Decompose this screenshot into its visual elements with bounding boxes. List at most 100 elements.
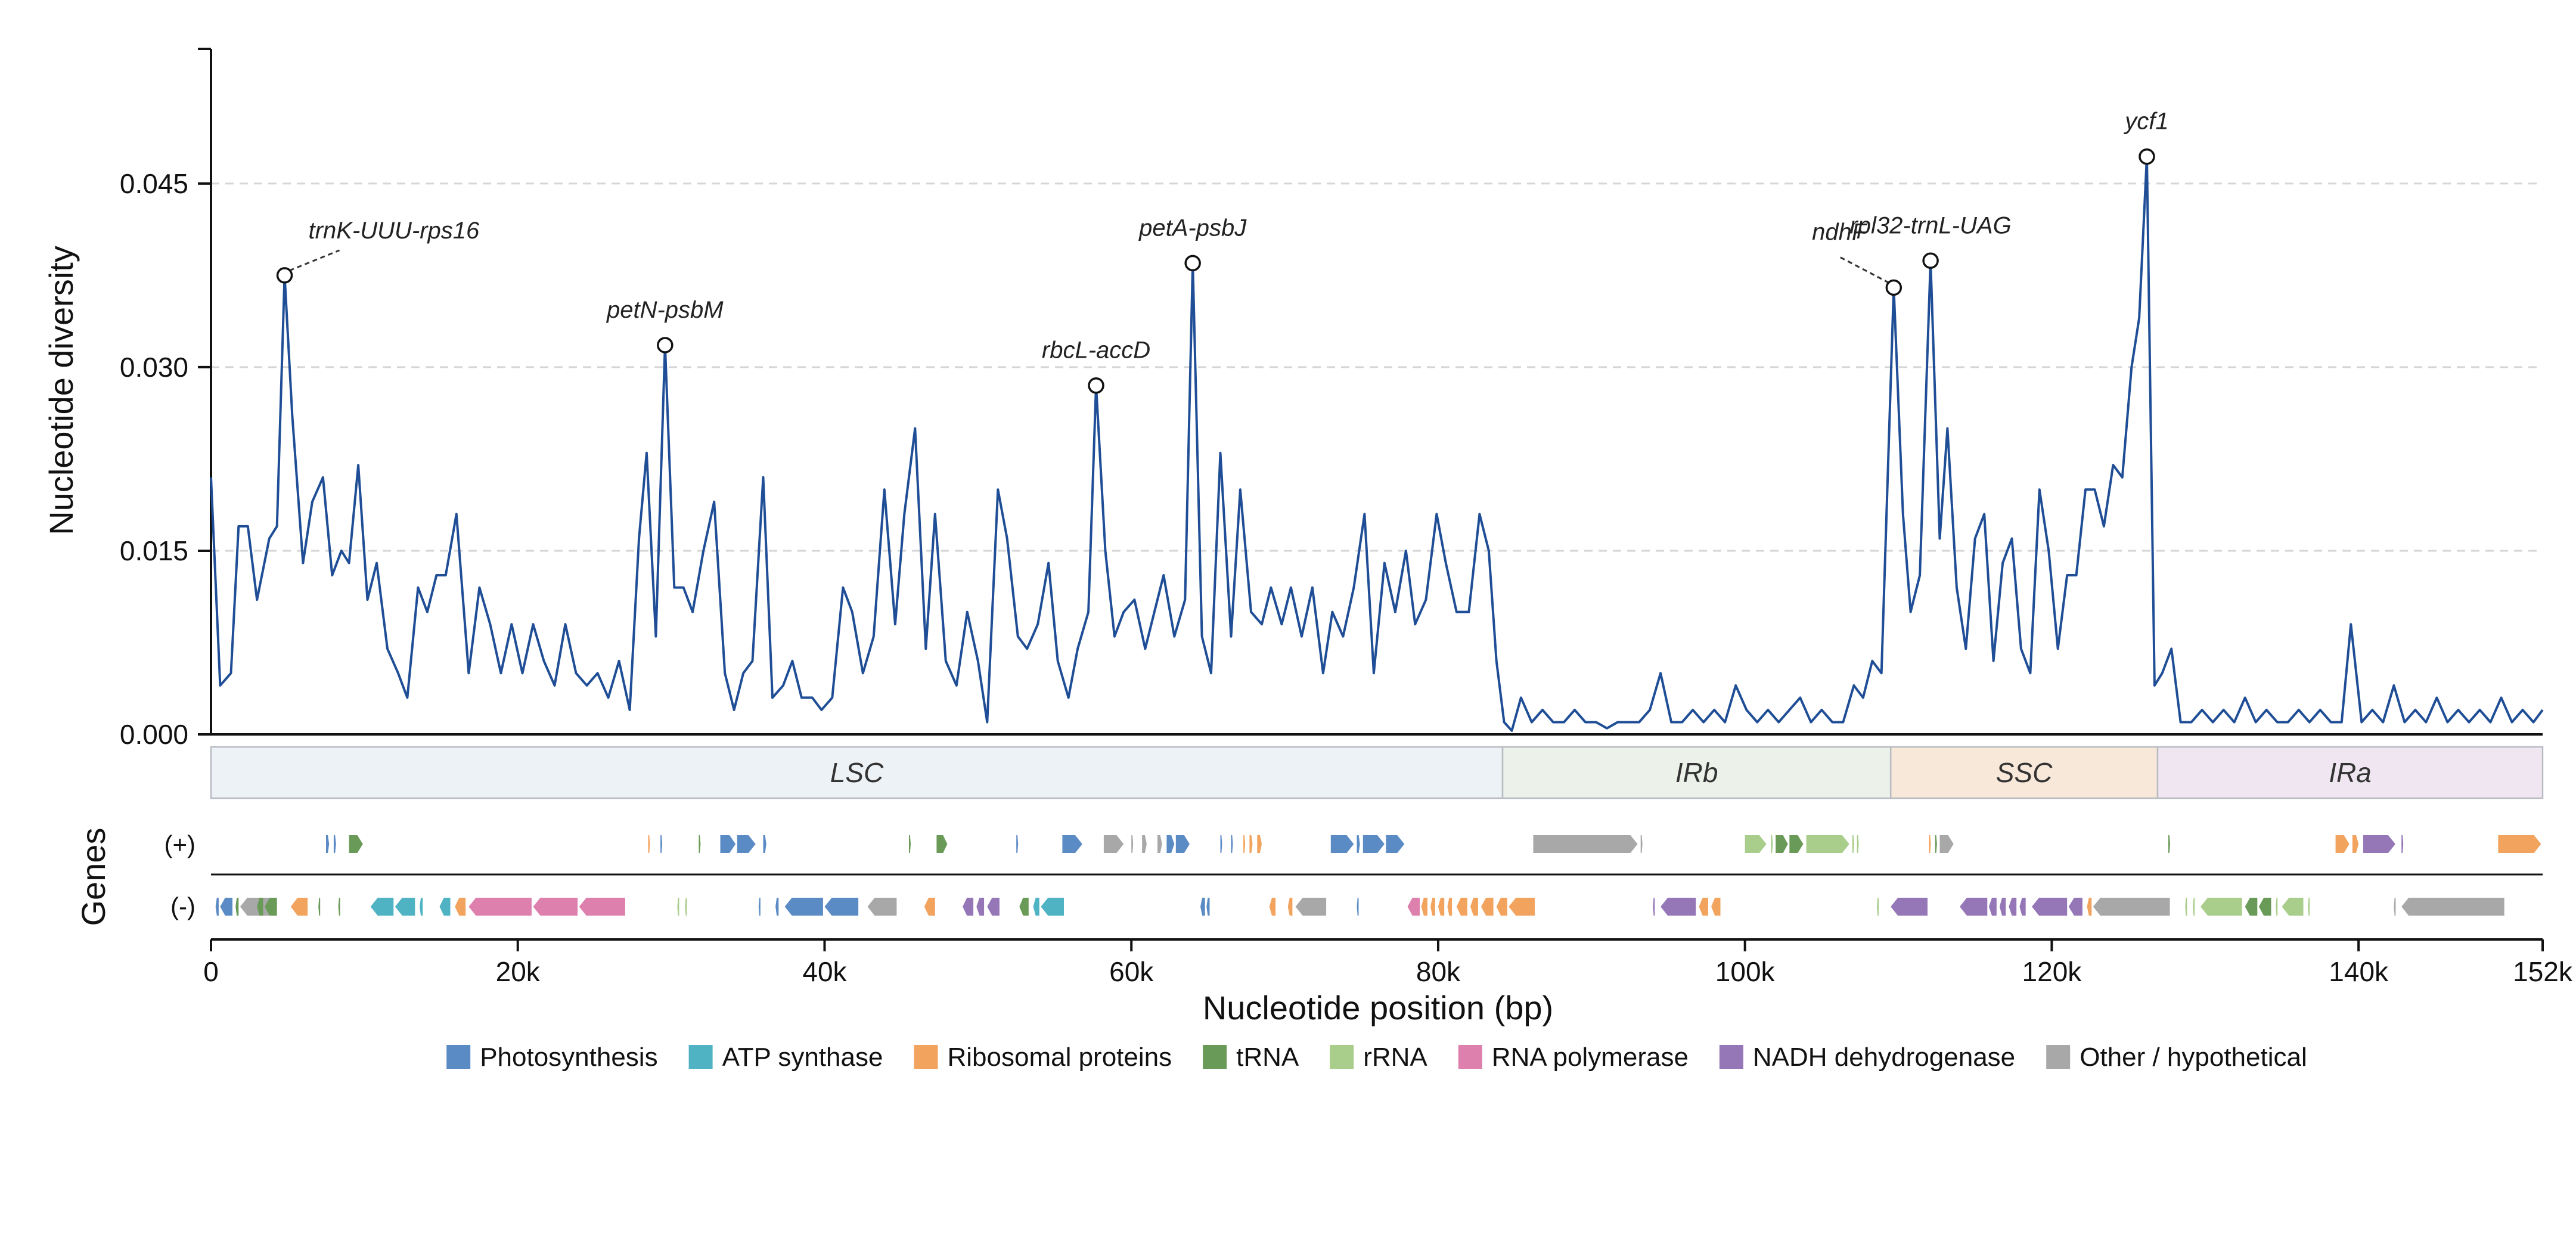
gene-arrow [2245,898,2258,916]
peak-label: ndhF [1812,219,1868,245]
peak-marker [657,337,674,353]
gene-arrow [2335,835,2350,853]
legend-swatch [1330,1045,1354,1069]
peak-marker [1885,279,1902,296]
gene-arrow [1363,835,1385,853]
legend-swatch [2046,1045,2071,1069]
gene-arrow [235,898,239,916]
legend-label: Other / hypothetical [2080,1043,2307,1072]
gene-arrow [468,898,532,916]
gene-arrow [370,898,394,916]
gene-arrow [909,835,911,853]
legend-swatch [1203,1045,1227,1069]
gene-arrow [2087,898,2092,916]
legend-label: rRNA [1363,1043,1427,1072]
gene-arrow [1509,898,1535,916]
gene-arrow [1771,835,1773,853]
gene-arrow [1269,898,1276,916]
peak-label: petA-psbJ [1138,215,1247,241]
x-tick-label: 100k [1715,956,1776,987]
peak-marker [1184,255,1201,272]
peak-annotations: trnK-UUU-rps16 petN-psbM rbcL-accD petA-psb… [276,108,2169,394]
gene-arrow [1789,835,1804,853]
peak-leader-line [1838,256,1890,284]
peak-marker [2139,148,2155,165]
x-tick-label: 120k [2022,956,2082,987]
gene-arrow [1220,835,1222,853]
gene-arrow [758,898,761,916]
gene-arrow [215,898,219,916]
gene-arrow [2352,835,2359,853]
gene-arrow [1357,898,1359,916]
peak-marker [276,267,293,284]
gene-arrow [2394,898,2396,916]
gene-arrow [1041,898,1064,916]
gene-arrow [699,835,701,853]
gene-arrow [1421,898,1427,916]
gene-arrow [2401,835,2404,853]
legend-label: tRNA [1236,1043,1299,1072]
y-tick-label: 0.045 [120,168,188,199]
legend-label: RNA polymerase [1492,1043,1689,1072]
peak-label: rpl32-trnL-UAG [1849,212,2011,238]
gene-arrow [2168,835,2170,853]
gene-arrow [1206,898,1210,916]
strand-label-plus: (+) [165,830,196,858]
peak-label: ycf1 [2123,108,2168,135]
diversity-line [210,155,2544,732]
gene-arrow [685,898,687,916]
gene-arrow [1142,835,1147,853]
gene-arrow [1481,898,1494,916]
gene-arrow [677,898,679,916]
gene-arrow [1496,898,1507,916]
gene-arrow [1857,835,1859,853]
gene-arrow [1330,835,1354,853]
gene-arrow [338,898,340,916]
region-lsc [210,746,1504,799]
gene-arrow [1103,835,1124,853]
peak-label: petN-psbM [606,297,724,323]
gene-arrow [1357,835,1360,853]
x-tick-label: 140k [2329,956,2389,987]
gene-arrow [1699,898,1708,916]
x-tick-label: 60k [1109,956,1154,987]
gene-arrow [2282,898,2304,916]
peak-label: rbcL-accD [1042,337,1150,364]
gene-arrow [2401,898,2504,916]
region-irb [1501,746,1892,799]
gene-arrow [326,835,330,853]
strand-label-minus: (-) [170,892,195,920]
peak-marker [1922,252,1939,269]
region-label: IRa [2329,757,2372,788]
gene-arrow [1249,835,1253,853]
x-tick-label: 0 [203,956,219,987]
legend-swatch [1719,1045,1743,1069]
genes-track-title: Genes [75,828,112,926]
gene-arrow [2363,835,2395,853]
gene-arrow [1653,898,1655,916]
gene-arrow [737,835,756,853]
gene-arrow [1456,898,1467,916]
diversity-series [210,155,2544,732]
gene-arrow [1776,835,1788,853]
region-label: IRb [1675,757,1718,788]
legend: Photosynthesis ATP synthase Ribosomal prot… [446,1043,2307,1072]
gene-arrow [395,898,415,916]
gene-arrow [924,898,935,916]
region-ira [2156,746,2544,799]
gene-arrow [1806,835,1849,853]
gene-arrow [1745,835,1767,853]
gene-arrow [333,835,336,853]
gene-arrow [2185,898,2187,916]
gene-arrow [1470,898,1478,916]
x-tick-label: 152k [2513,956,2573,987]
gene-arrow [720,835,736,853]
gene-arrow [648,835,650,853]
gene-arrow [1999,898,2006,916]
gene-arrow [1939,835,1954,853]
peak-label: trnK-UUU-rps16 [309,218,480,244]
gene-arrow [2032,898,2068,916]
gene-arrow [257,898,263,916]
axes: 0.000 0.015 0.030 0.045 [120,48,2543,750]
